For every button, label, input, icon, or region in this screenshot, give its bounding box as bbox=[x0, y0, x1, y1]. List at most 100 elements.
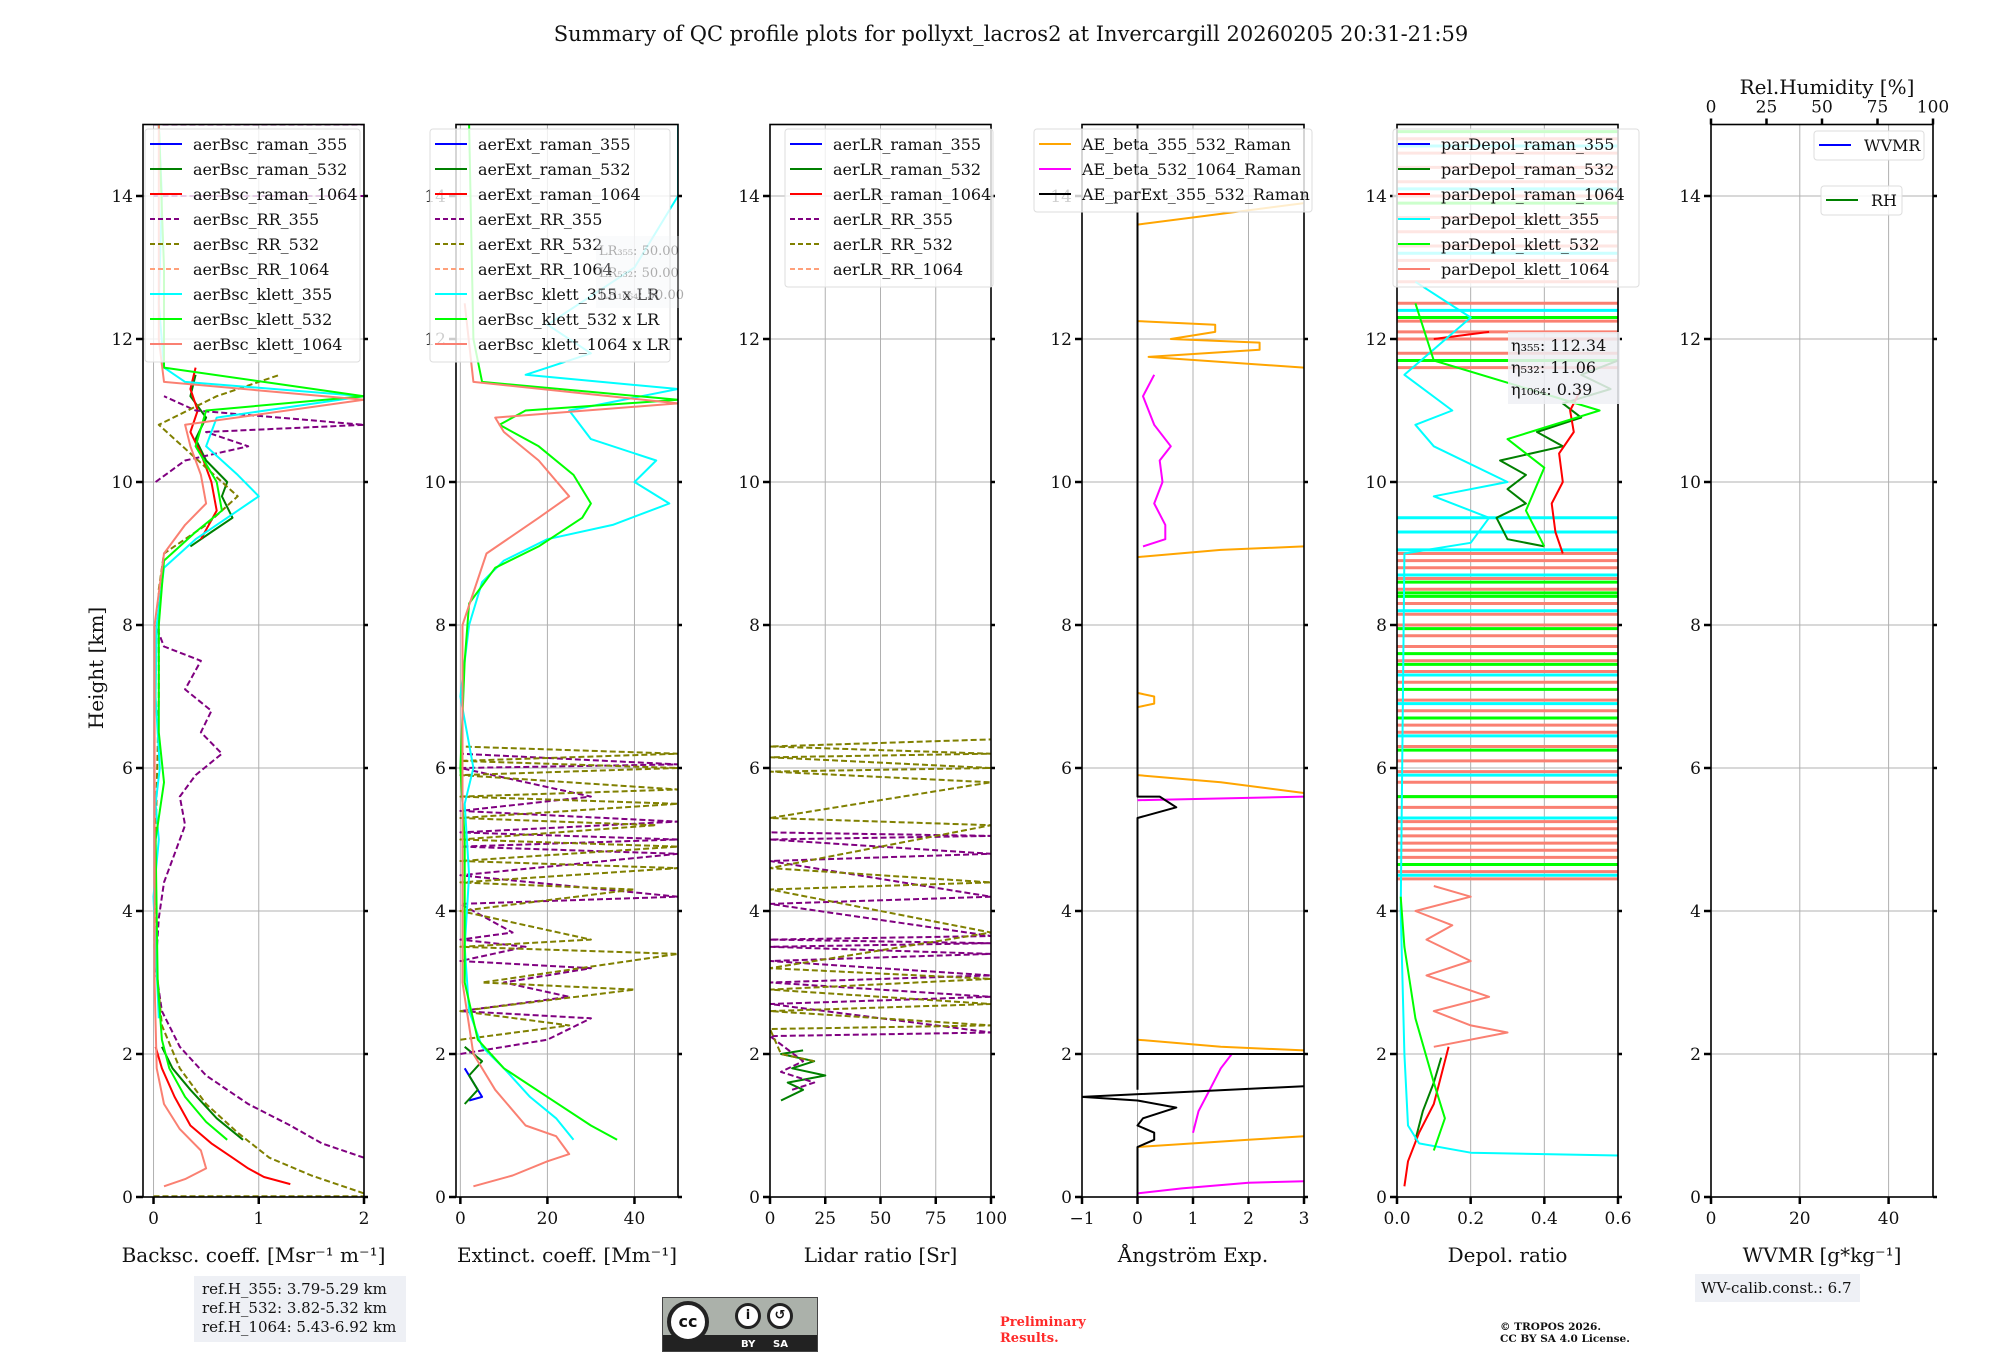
top-x-tick-label: 0 bbox=[1706, 98, 1717, 118]
y-tick-label: 2 bbox=[1690, 1045, 1701, 1065]
legend-entry: aerBsc_RR_532 bbox=[193, 235, 319, 254]
y-tick-label: 10 bbox=[1050, 473, 1072, 493]
y-tick-label: 12 bbox=[1365, 330, 1387, 350]
y-tick-label: 4 bbox=[1376, 902, 1387, 922]
y-tick-label: 2 bbox=[122, 1045, 133, 1065]
legend-entry: aerBsc_raman_355 bbox=[193, 135, 347, 154]
preliminary-line-1: Preliminary bbox=[1000, 1315, 1086, 1330]
series-aerBsc_klett_532 x LR bbox=[459, 124, 678, 1141]
plot-area-bsc bbox=[152, 124, 364, 1197]
legend-entry: parDepol_raman_355 bbox=[1441, 135, 1614, 154]
legend-entry: aerExt_raman_532 bbox=[478, 160, 631, 179]
preliminary-results-note: Preliminary Results. bbox=[1000, 1315, 1086, 1347]
x-axis-label: WVMR [g*kg⁻¹] bbox=[1743, 1243, 1902, 1267]
y-tick-label: 10 bbox=[1365, 473, 1387, 493]
x-tick-label: 2 bbox=[359, 1209, 370, 1229]
y-tick-label: 6 bbox=[1690, 759, 1701, 779]
annotation-line: LR₃₅₅: 50.00 bbox=[599, 244, 679, 259]
x-axis-label: Ångström Exp. bbox=[1117, 1242, 1268, 1267]
top-x-tick-label: 50 bbox=[1811, 98, 1833, 118]
x-tick-label: 40 bbox=[624, 1209, 646, 1229]
x-tick-label: 20 bbox=[537, 1209, 559, 1229]
series-parDepol_klett_355 bbox=[1399, 280, 1618, 1157]
y-tick-label: 8 bbox=[122, 616, 133, 636]
y-tick-label: 4 bbox=[1690, 902, 1701, 922]
legend-entry: aerBsc_raman_532 bbox=[193, 160, 347, 179]
y-tick-label: 14 bbox=[1679, 187, 1701, 207]
legend-entry: aerBsc_RR_1064 bbox=[193, 260, 329, 279]
legend-bsc: aerBsc_raman_355 aerBsc_raman_532 aerBsc_r… bbox=[144, 128, 361, 363]
legend-entry: aerExt_RR_532 bbox=[478, 235, 602, 254]
legend-WVMR: WVMR bbox=[1813, 130, 1925, 161]
by-label: BY bbox=[741, 1339, 756, 1350]
x-tick-label: 0 bbox=[1706, 1209, 1717, 1229]
x-tick-label: 1 bbox=[253, 1209, 264, 1229]
y-tick-label: 10 bbox=[738, 473, 760, 493]
y-tick-label: 6 bbox=[1376, 759, 1387, 779]
y-tick-label: 6 bbox=[435, 759, 446, 779]
top-axis-label: Rel.Humidity [%] bbox=[1740, 75, 1915, 99]
ref-height-355: ref.H_355: 3.79-5.29 km bbox=[202, 1280, 387, 1298]
legend-entry: aerBsc_raman_1064 bbox=[193, 185, 358, 204]
legend-depol: parDepol_raman_355 parDepol_raman_532 parD… bbox=[1392, 128, 1640, 288]
wv-calibration-box: WV-calib.const.: 6.7 bbox=[1695, 1274, 1860, 1302]
plot-area-ext bbox=[459, 124, 678, 1188]
legend-entry: aerBsc_klett_355 bbox=[193, 285, 332, 304]
series-aerExt_RR_355 bbox=[459, 752, 678, 1055]
copyright-note: © TROPOS 2026. CC BY SA 4.0 License. bbox=[1500, 1321, 1630, 1345]
y-tick-label: 14 bbox=[738, 187, 760, 207]
series-AE_beta_355_532_Raman bbox=[1137, 202, 1304, 1148]
legend-frame bbox=[784, 128, 994, 288]
legend-entry: aerLR_raman_1064 bbox=[833, 185, 991, 204]
y-tick-label: 4 bbox=[122, 902, 133, 922]
legend-frame bbox=[144, 128, 361, 363]
legend-frame bbox=[1820, 185, 1903, 216]
y-tick-label: 4 bbox=[435, 902, 446, 922]
series-parDepol_raman_1064 bbox=[1403, 330, 1583, 1187]
y-tick-label: 12 bbox=[1050, 330, 1072, 350]
y-tick-label: 12 bbox=[738, 330, 760, 350]
legend-frame bbox=[1392, 128, 1640, 288]
y-tick-label: 4 bbox=[1061, 902, 1072, 922]
y-tick-label: 8 bbox=[749, 616, 760, 636]
legend-frame bbox=[1813, 130, 1925, 161]
legend-entry: aerBsc_RR_355 bbox=[193, 210, 319, 229]
by-person-icon: i bbox=[735, 1303, 761, 1329]
legend-frame bbox=[1033, 128, 1313, 213]
y-tick-label: 6 bbox=[1061, 759, 1072, 779]
series-aerBsc_klett_1064 x LR bbox=[461, 303, 678, 1188]
x-tick-label: −1 bbox=[1069, 1209, 1094, 1229]
legend-entry: aerBsc_klett_532 bbox=[193, 310, 332, 329]
panel-lr: 0 25 50 75 100 0 2 4 6 8 10 12 14 Lidar ratio [Sr] aer… bbox=[738, 123, 1007, 1267]
preliminary-line-2: Results. bbox=[1000, 1331, 1059, 1346]
y-tick-label: 10 bbox=[424, 473, 446, 493]
legend-entry: AE_beta_532_1064_Raman bbox=[1081, 160, 1301, 179]
x-tick-label: 0 bbox=[1132, 1209, 1143, 1229]
legend-entry: parDepol_klett_1064 bbox=[1441, 260, 1610, 279]
x-tick-label: 40 bbox=[1878, 1209, 1900, 1229]
legend-entry: aerBsc_klett_355 x LR bbox=[478, 285, 660, 304]
y-tick-label: 6 bbox=[122, 759, 133, 779]
legend-frame bbox=[429, 128, 671, 363]
annotation-line: η₁₀₆₄: 0.39 bbox=[1511, 380, 1592, 399]
x-tick-label: 0.0 bbox=[1383, 1209, 1410, 1229]
legend-entry: aerLR_RR_532 bbox=[833, 235, 953, 254]
y-tick-label: 12 bbox=[111, 330, 133, 350]
sa-label: SA bbox=[773, 1339, 788, 1350]
y-tick-label: 14 bbox=[111, 187, 133, 207]
axes-frame bbox=[1396, 123, 1619, 1198]
series-aerBsc_klett_532 bbox=[154, 124, 364, 1141]
panel-ae: −1012302468101214Ångström Exp.AE_beta_35… bbox=[1033, 123, 1313, 1267]
legend-entry: aerExt_raman_355 bbox=[478, 135, 631, 154]
y-tick-label: 0 bbox=[435, 1188, 446, 1208]
x-tick-label: 100 bbox=[975, 1209, 1007, 1229]
y-tick-label: 0 bbox=[1690, 1188, 1701, 1208]
legend-entry: parDepol_klett_532 bbox=[1441, 235, 1599, 254]
y-tick-label: 6 bbox=[749, 759, 760, 779]
cc-icon: cc bbox=[667, 1301, 709, 1343]
annotation-line: η₃₅₅: 112.34 bbox=[1511, 336, 1606, 355]
y-tick-label: 10 bbox=[111, 473, 133, 493]
annotation-line: η₅₃₂: 11.06 bbox=[1511, 358, 1596, 377]
